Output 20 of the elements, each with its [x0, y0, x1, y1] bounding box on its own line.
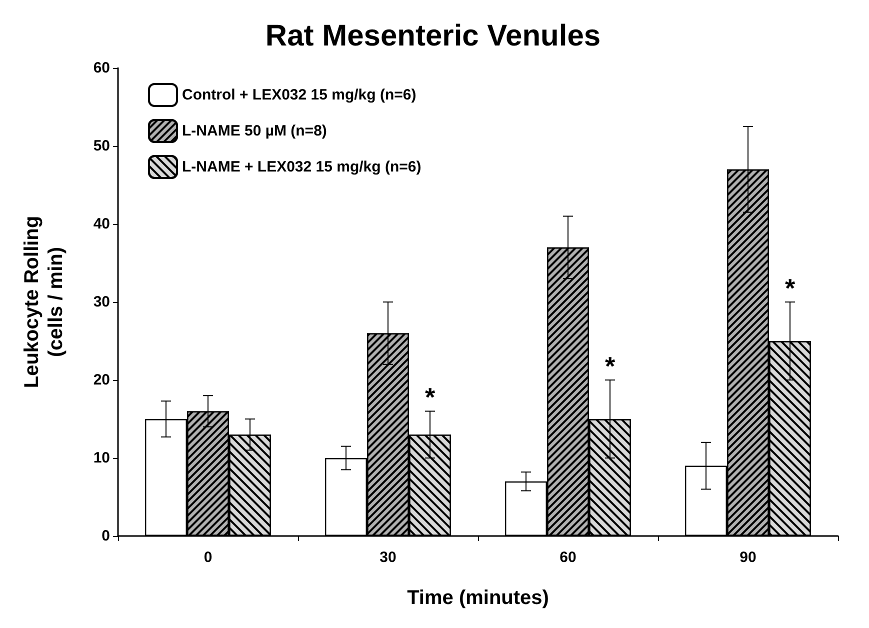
x-tick-label: 60	[560, 549, 576, 566]
y-tick-label: 30	[93, 294, 110, 310]
x-tick-label: 90	[740, 549, 756, 566]
data-label: *	[604, 351, 616, 381]
y-tick-label: 40	[93, 216, 110, 232]
x-axis-title: Time (minutes)	[407, 587, 549, 609]
x-tick-label: 0	[204, 549, 212, 566]
legend-label: L-NAME 50 µM (n=8)	[182, 122, 327, 140]
legend-label: L-NAME + LEX032 15 mg/kg (n=6)	[182, 158, 422, 176]
legend-label: Control + LEX032 15 mg/kg (n=6)	[182, 86, 416, 104]
y-tick-label: 0	[102, 528, 110, 544]
y-tick-label: 10	[93, 450, 110, 466]
y-tick-label: 60	[93, 60, 110, 76]
chart-title: Rat Mesenteric Venules	[265, 20, 601, 52]
data-label: *	[784, 273, 796, 303]
data-label: *	[424, 382, 436, 412]
y-tick-label: 50	[93, 138, 110, 154]
x-tick-label: 30	[380, 549, 396, 566]
y-tick-label: 20	[93, 372, 110, 388]
y-axis-title: Leukocyte Rolling (cells / min)	[21, 216, 67, 388]
